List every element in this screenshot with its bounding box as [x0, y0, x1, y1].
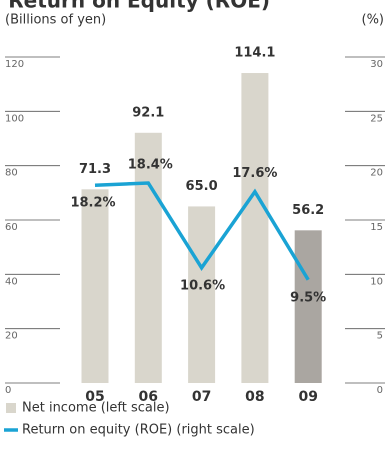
y-tick-label: 40 — [5, 276, 18, 287]
y-tick-label: 80 — [5, 168, 18, 179]
y2-tick-label: 5 — [377, 331, 383, 342]
line — [94, 181, 310, 281]
y2-tick-label: 0 — [377, 385, 383, 396]
legend-label: Return on equity (ROE) (right scale) — [22, 423, 255, 438]
value-label: 65.0 — [186, 179, 218, 194]
y-tick-label: 100 — [5, 113, 24, 124]
x-tick-label: 06 — [139, 389, 158, 405]
y-axis-title: (Billions of yen) — [5, 13, 106, 28]
bar — [241, 73, 269, 384]
value-label: 10.6% — [180, 278, 225, 293]
value-label: 17.6% — [232, 166, 277, 181]
chart-title: Return on Equity (ROE) — [8, 0, 270, 13]
value-label: 114.1 — [234, 46, 275, 61]
y-tick-label: 20 — [5, 331, 18, 342]
legend-label: Net income (left scale) — [22, 401, 170, 416]
y2-tick-label: 15 — [370, 222, 383, 233]
y-tick-label: 120 — [5, 59, 24, 70]
bar — [188, 206, 216, 383]
y2-tick-label: 10 — [370, 276, 383, 287]
bar — [294, 230, 322, 383]
value-label: 56.2 — [292, 203, 324, 218]
value-label: 9.5% — [290, 290, 326, 305]
value-label: 18.4% — [128, 158, 173, 173]
value-label: 18.2% — [70, 196, 115, 211]
x-tick-label: 09 — [298, 389, 317, 405]
y2-tick-label: 20 — [370, 168, 383, 179]
x-tick-label: 05 — [85, 389, 104, 405]
x-tick-label: 07 — [192, 389, 211, 405]
y2-tick-label: 25 — [370, 113, 383, 124]
bar — [134, 132, 162, 383]
y2-tick-label: 30 — [370, 59, 383, 70]
bar — [81, 189, 109, 383]
value-label: 92.1 — [132, 105, 164, 120]
legend-swatch — [6, 403, 16, 413]
y-tick-label: 60 — [5, 222, 18, 233]
value-label: 71.3 — [79, 162, 111, 177]
x-tick-label: 08 — [245, 389, 264, 405]
y-tick-label: 0 — [5, 385, 11, 396]
y2-axis-title: (%) — [362, 13, 385, 28]
